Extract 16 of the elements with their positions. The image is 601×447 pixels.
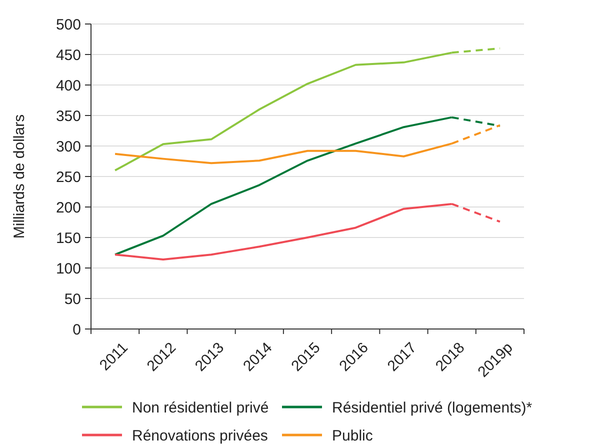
y-tick-label: 300 — [56, 138, 81, 156]
y-tick-label: 450 — [56, 46, 81, 64]
y-tick-label: 50 — [64, 290, 81, 308]
y-tick-label: 200 — [56, 199, 81, 216]
y-tick-label: 0 — [72, 321, 81, 338]
y-tick-label: 400 — [56, 77, 81, 94]
legend-label: Rénovations privées — [132, 427, 268, 444]
y-tick-label: 500 — [56, 16, 81, 34]
legend-label: Non résidentiel privé — [132, 399, 269, 416]
legend-label: Public — [332, 427, 374, 444]
y-tick-label: 250 — [56, 168, 81, 186]
y-tick-label: 350 — [56, 108, 81, 125]
y-tick-label: 100 — [56, 260, 81, 278]
y-tick-label: 150 — [56, 230, 81, 247]
legend-label: Résidentiel privé (logements)* — [332, 399, 532, 416]
y-axis-title: Milliards de dollars — [11, 114, 28, 239]
